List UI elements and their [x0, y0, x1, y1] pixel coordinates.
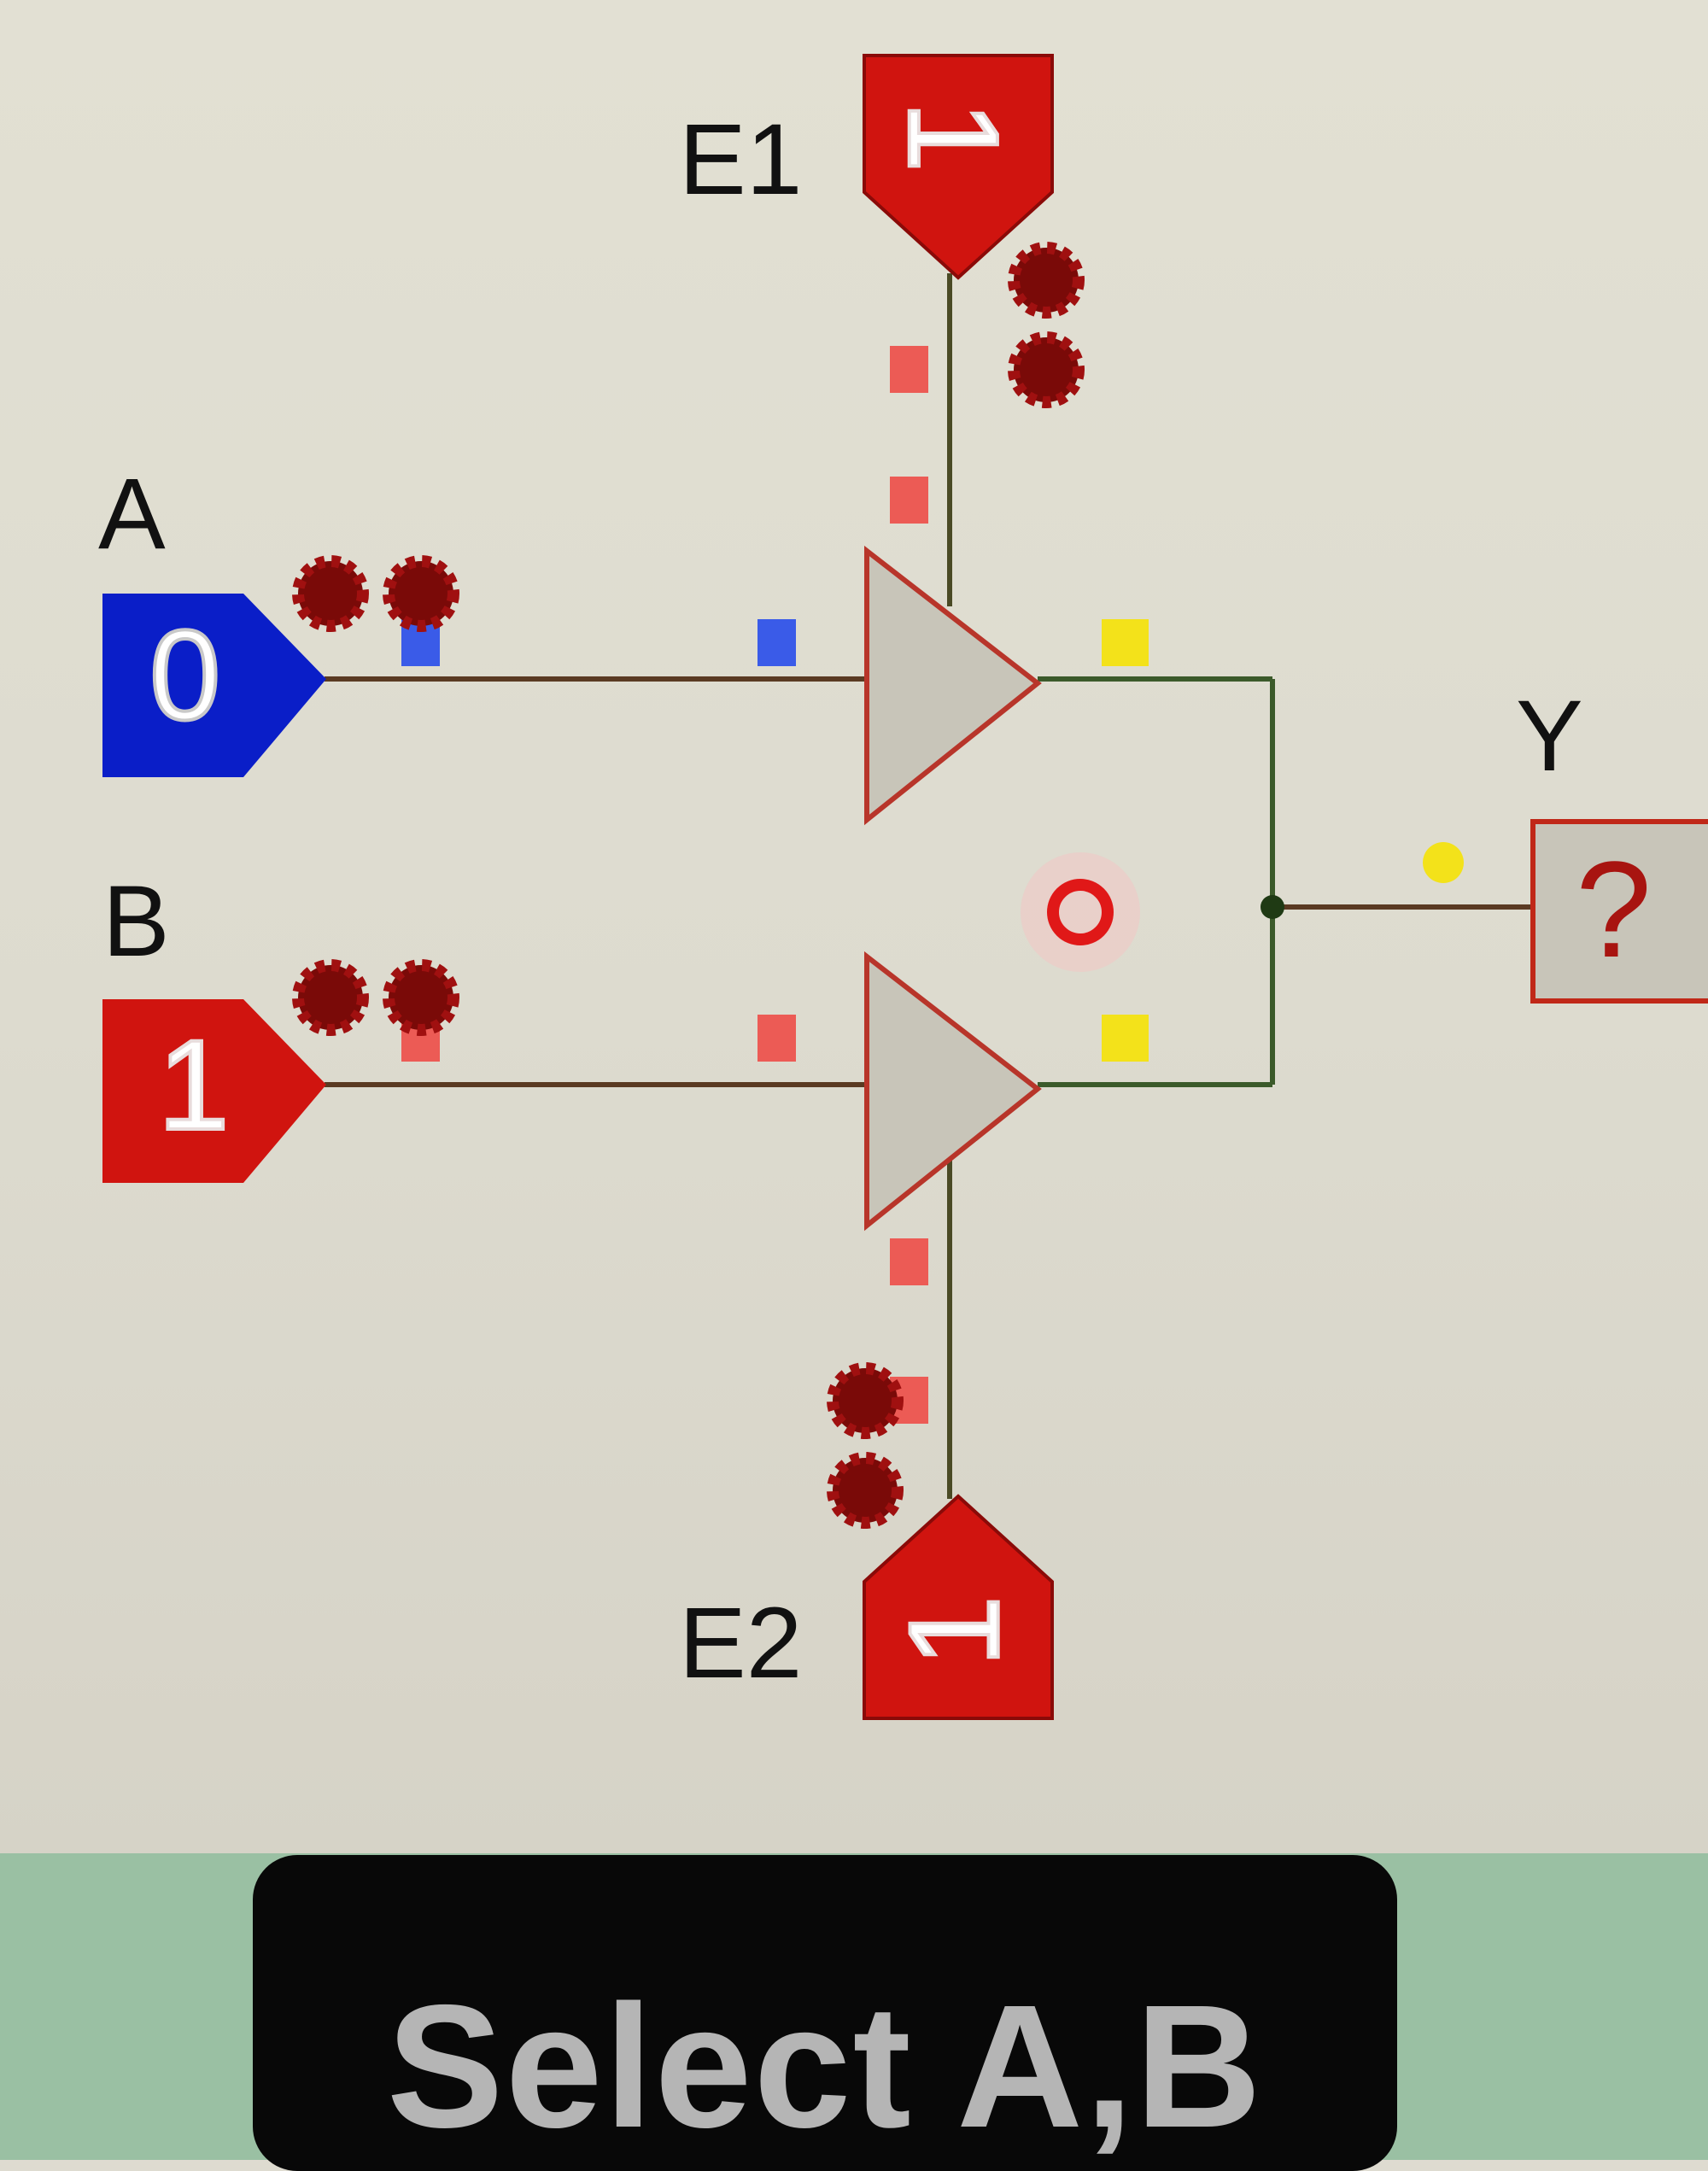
- circuit-schematic: [102, 54, 1708, 1720]
- toggle-gear-e1-1: [1008, 242, 1085, 319]
- circuit-canvas: E1 A B Y E2 0 1 1 1 ?: [0, 0, 1708, 1853]
- pin-marker-buf1-out: [1102, 619, 1149, 666]
- label-b: B: [102, 865, 170, 978]
- input-e1-probe[interactable]: [863, 54, 1054, 280]
- input-b-probe[interactable]: [102, 999, 326, 1183]
- label-y: Y: [1516, 680, 1583, 793]
- input-e1-value: 1: [880, 99, 1027, 173]
- input-b-value: 1: [156, 1013, 231, 1156]
- pin-marker-e1-top: [890, 346, 928, 393]
- toggle-gears[interactable]: [292, 242, 1085, 1529]
- pin-marker-buf2-out: [1102, 1015, 1149, 1062]
- input-a-value: 0: [148, 603, 222, 746]
- wires: [325, 273, 1533, 1499]
- toggle-gear-e2-2: [827, 1452, 904, 1529]
- caption-box: Select A,B: [253, 1855, 1397, 2171]
- toggle-gear-a-2: [383, 555, 459, 632]
- toggle-gear-b-1: [292, 959, 369, 1036]
- pin-state-markers: [401, 346, 1464, 1424]
- toggle-gear-e1-2: [1008, 331, 1085, 408]
- pin-marker-y: [1423, 842, 1464, 883]
- caption-text: Select A,B: [386, 1969, 1264, 2164]
- input-e2-value: 1: [880, 1594, 1027, 1668]
- input-e2-probe[interactable]: [863, 1494, 1054, 1720]
- tristate-buffer-1[interactable]: [864, 545, 1042, 826]
- pin-marker-e1-bottom: [890, 477, 928, 524]
- output-y-value: ?: [1576, 833, 1652, 986]
- tristate-buffer-2[interactable]: [864, 951, 1042, 1232]
- pin-marker-e2-top: [890, 1238, 928, 1285]
- output-y-probe: [1530, 819, 1708, 1004]
- pin-marker-a-dst: [757, 619, 796, 666]
- toggle-gear-a-1: [292, 555, 369, 632]
- wire-junction: [1261, 895, 1284, 919]
- label-a: A: [98, 458, 166, 571]
- label-e2: E2: [679, 1587, 803, 1700]
- toggle-gear-b-2: [383, 959, 459, 1036]
- toggle-gear-e2-1: [827, 1362, 904, 1439]
- pin-marker-b-dst: [757, 1015, 796, 1062]
- input-a-probe[interactable]: [102, 594, 326, 777]
- label-e1: E1: [679, 103, 803, 216]
- cursor-ring: [1047, 879, 1114, 945]
- cursor-glow: [1021, 852, 1140, 972]
